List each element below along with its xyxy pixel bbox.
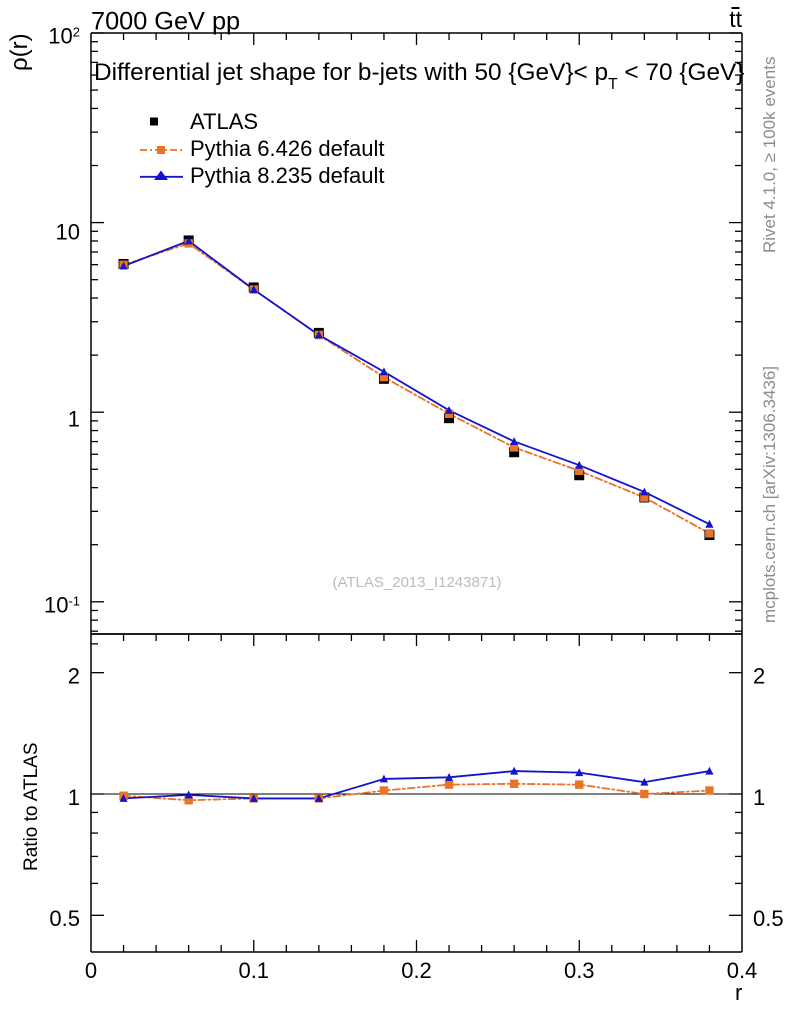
svg-text:2: 2 xyxy=(68,664,80,689)
svg-text:Rivet 4.1.0, ≥ 100k events: Rivet 4.1.0, ≥ 100k events xyxy=(760,57,779,253)
svg-text:7000 GeV pp: 7000 GeV pp xyxy=(91,7,240,35)
svg-text:10: 10 xyxy=(56,219,80,244)
svg-text:0.2: 0.2 xyxy=(401,958,432,983)
svg-text:mcplots.cern.ch [arXiv:1306.34: mcplots.cern.ch [arXiv:1306.3436] xyxy=(760,366,779,623)
svg-text:0: 0 xyxy=(85,958,97,983)
svg-text:1: 1 xyxy=(68,785,80,810)
svg-text:2: 2 xyxy=(753,664,765,689)
svg-text:0.3: 0.3 xyxy=(564,958,595,983)
svg-text:(ATLAS_2013_I1243871): (ATLAS_2013_I1243871) xyxy=(332,574,501,591)
svg-text:ATLAS: ATLAS xyxy=(190,109,258,134)
svg-text:0.4: 0.4 xyxy=(727,958,758,983)
svg-text:0.1: 0.1 xyxy=(238,958,269,983)
svg-text:Pythia 8.235 default: Pythia 8.235 default xyxy=(190,163,384,188)
svg-text:1: 1 xyxy=(753,785,765,810)
svg-text:0.5: 0.5 xyxy=(49,906,80,931)
svg-text:Ratio to ATLAS: Ratio to ATLAS xyxy=(21,743,42,872)
svg-text:0.5: 0.5 xyxy=(753,906,784,931)
svg-text:r: r xyxy=(735,980,742,1005)
svg-text:Pythia 6.426 default: Pythia 6.426 default xyxy=(190,136,384,161)
svg-text:1: 1 xyxy=(68,407,80,432)
svg-text:tt: tt xyxy=(729,6,742,32)
svg-text:ρ(r): ρ(r) xyxy=(6,33,33,71)
